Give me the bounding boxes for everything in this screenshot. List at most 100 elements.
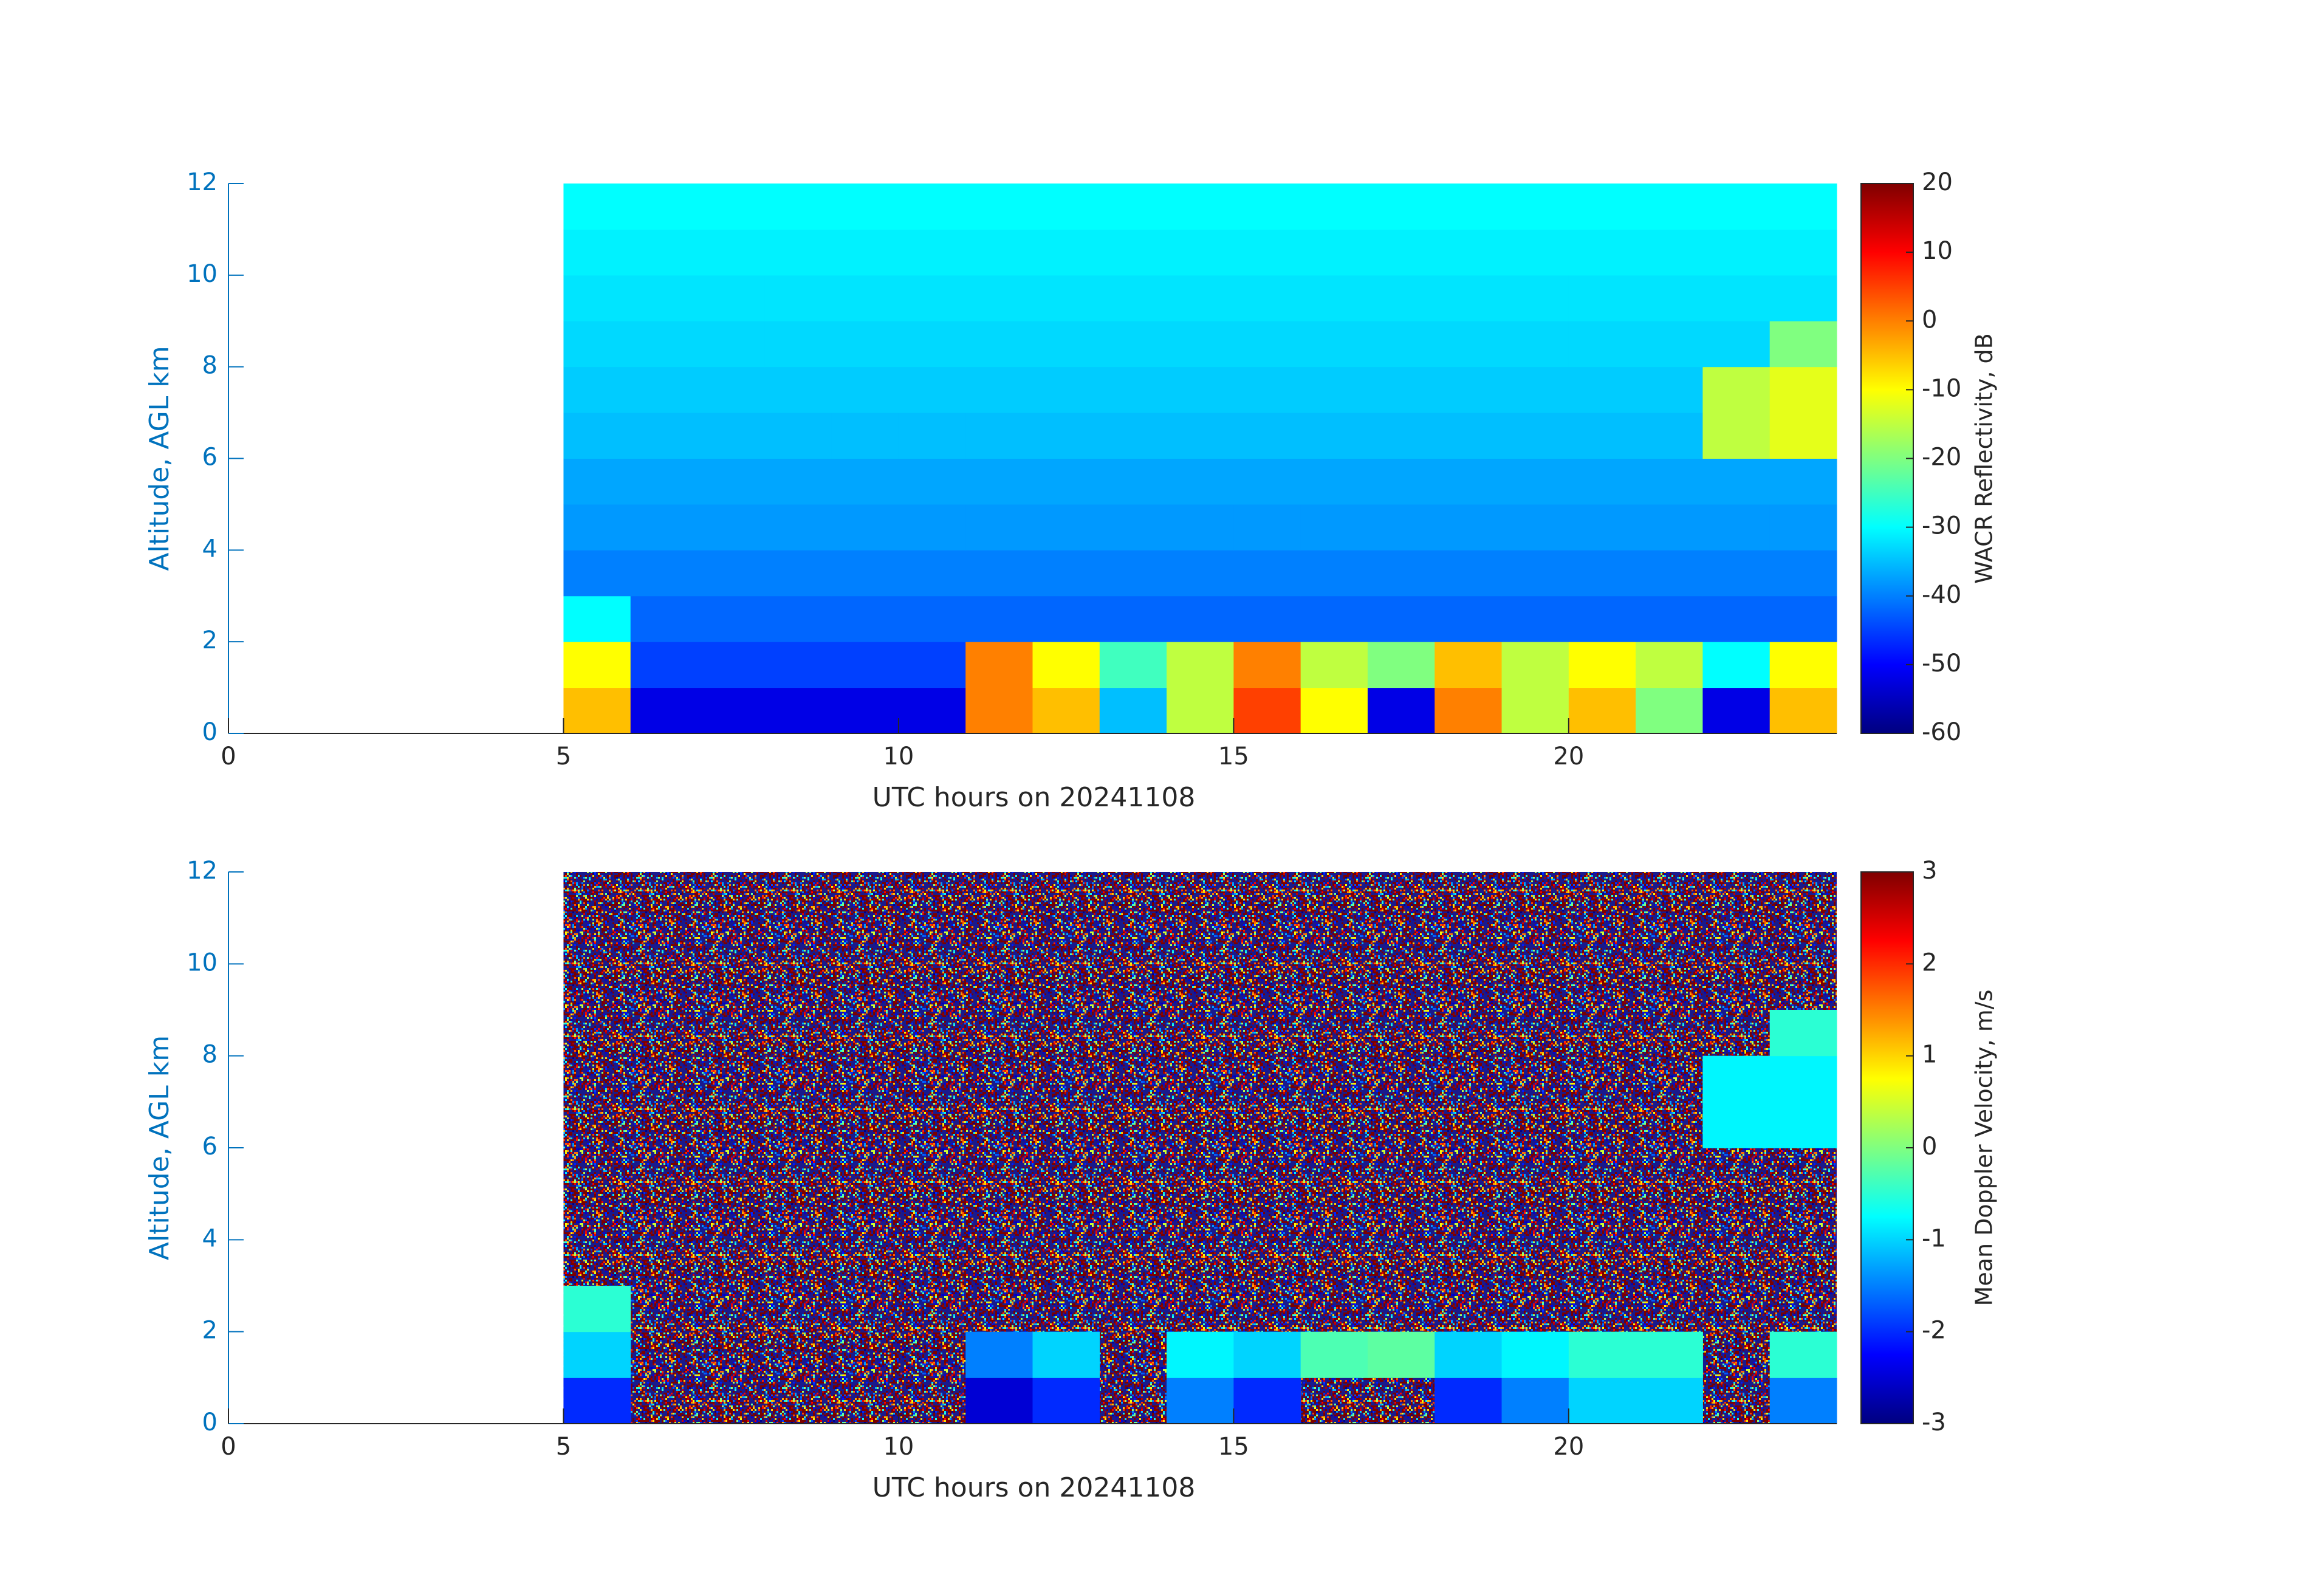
- colorbar-tick-label: -2: [1922, 1317, 1946, 1345]
- heatmap-cell: [1501, 687, 1569, 734]
- colorbar-tick-label: 3: [1922, 857, 1937, 885]
- heatmap-cell: [764, 595, 832, 642]
- heatmap-cell: [1233, 413, 1301, 459]
- heatmap-cell: [965, 687, 1033, 734]
- heatmap-cell: [764, 550, 832, 597]
- heatmap-cell: [1233, 458, 1301, 505]
- heatmap-cell: [1568, 595, 1636, 642]
- heatmap-cell: [1702, 550, 1770, 597]
- x-tick-label: 15: [1218, 1433, 1249, 1461]
- heatmap-cell: [563, 687, 631, 734]
- heatmap-cell: [1032, 550, 1100, 597]
- heatmap-cell: [1367, 458, 1435, 505]
- heatmap-cell: [1099, 504, 1167, 551]
- heatmap-cell: [1636, 687, 1703, 734]
- heatmap-cell: [1167, 229, 1234, 276]
- heatmap-cell: [1769, 321, 1837, 368]
- heatmap-cell: [1167, 1331, 1234, 1378]
- heatmap-cell: [1568, 458, 1636, 505]
- heatmap-cell: [1167, 458, 1234, 505]
- heatmap-cell: [1769, 504, 1837, 551]
- heatmap-cell: [1167, 595, 1234, 642]
- heatmap-cell: [1032, 413, 1100, 459]
- heatmap-cell: [1769, 1055, 1837, 1102]
- x-tick-label: 5: [556, 1433, 571, 1461]
- colorbar-tick-label: -1: [1922, 1224, 1946, 1252]
- heatmap-cell: [1702, 1102, 1770, 1148]
- heatmap-cell: [1769, 1377, 1837, 1424]
- heatmap-cell: [698, 458, 765, 505]
- x-tick-label: 20: [1553, 1433, 1584, 1461]
- heatmap-cell: [1636, 642, 1703, 688]
- colorbar-tick-label: -10: [1922, 374, 1961, 402]
- heatmap-cell: [1300, 687, 1368, 734]
- heatmap-cell: [1501, 1331, 1569, 1378]
- heatmap-cell: [698, 321, 765, 368]
- y-tick-label: 6: [202, 1133, 218, 1161]
- heatmap-cell: [898, 413, 966, 459]
- heatmap-cell: [630, 229, 698, 276]
- heatmap-cell: [1099, 550, 1167, 597]
- heatmap-cell: [764, 366, 832, 413]
- heatmap-cell: [1702, 504, 1770, 551]
- heatmap-cell: [764, 184, 832, 230]
- y-tick-label: 2: [202, 1317, 218, 1345]
- heatmap-cell: [831, 184, 899, 230]
- heatmap-cell: [630, 550, 698, 597]
- heatmap-cell: [1568, 1377, 1636, 1424]
- heatmap-cell: [1501, 366, 1569, 413]
- heatmap-cell: [764, 275, 832, 321]
- heatmap-cell: [1769, 229, 1837, 276]
- heatmap-cell: [898, 184, 966, 230]
- heatmap-cell: [831, 642, 899, 688]
- heatmap-cell: [965, 366, 1033, 413]
- heatmap-cell: [831, 321, 899, 368]
- heatmap-cell: [563, 229, 631, 276]
- heatmap-cell: [630, 458, 698, 505]
- heatmap-cell: [831, 413, 899, 459]
- y-tick-label: 4: [202, 535, 218, 563]
- heatmap-cell: [965, 413, 1033, 459]
- y-tick-label: 12: [187, 168, 218, 196]
- heatmap-cell: [1233, 275, 1301, 321]
- heatmap-cell: [1702, 275, 1770, 321]
- heatmap-cell: [1501, 184, 1569, 230]
- heatmap-cell: [1367, 366, 1435, 413]
- heatmap-cell: [1435, 275, 1503, 321]
- heatmap-cell: [1769, 413, 1837, 459]
- heatmap-cell: [1769, 366, 1837, 413]
- heatmap-cell: [1501, 550, 1569, 597]
- heatmap-cell: [1099, 275, 1167, 321]
- y-tick-label: 10: [187, 260, 218, 288]
- heatmap-cell: [1032, 458, 1100, 505]
- heatmap-cell: [965, 184, 1033, 230]
- heatmap-cell: [1300, 366, 1368, 413]
- heatmap-cell: [764, 458, 832, 505]
- heatmap-cell: [1636, 184, 1703, 230]
- colorbar-tick-label: 1: [1922, 1041, 1937, 1069]
- heatmap-cell: [1367, 229, 1435, 276]
- colorbar-tick-label: -60: [1922, 718, 1961, 746]
- heatmap-cell: [1300, 642, 1368, 688]
- colorbar-tick-label: 0: [1922, 306, 1937, 334]
- heatmap-cell: [831, 687, 899, 734]
- heatmap-cell: [1099, 366, 1167, 413]
- heatmap-cell: [1568, 229, 1636, 276]
- heatmap-cell: [1099, 229, 1167, 276]
- heatmap-cell: [965, 550, 1033, 597]
- y-tick-label: 12: [187, 857, 218, 885]
- heatmap-cell: [1435, 687, 1503, 734]
- colorbar: [1860, 871, 1914, 1424]
- heatmap-cell: [1435, 458, 1503, 505]
- x-tick-label: 20: [1553, 743, 1584, 770]
- heatmap-cell: [1032, 275, 1100, 321]
- heatmap-cell: [831, 595, 899, 642]
- heatmap-cell: [1702, 1055, 1770, 1102]
- heatmap-cell: [1769, 687, 1837, 734]
- heatmap-cell: [563, 1331, 631, 1378]
- colorbar-tick-label: -20: [1922, 444, 1961, 472]
- heatmap-cell: [1300, 504, 1368, 551]
- heatmap-cell: [1636, 413, 1703, 459]
- heatmap-cell: [1636, 229, 1703, 276]
- x-tick-label: 10: [883, 743, 914, 770]
